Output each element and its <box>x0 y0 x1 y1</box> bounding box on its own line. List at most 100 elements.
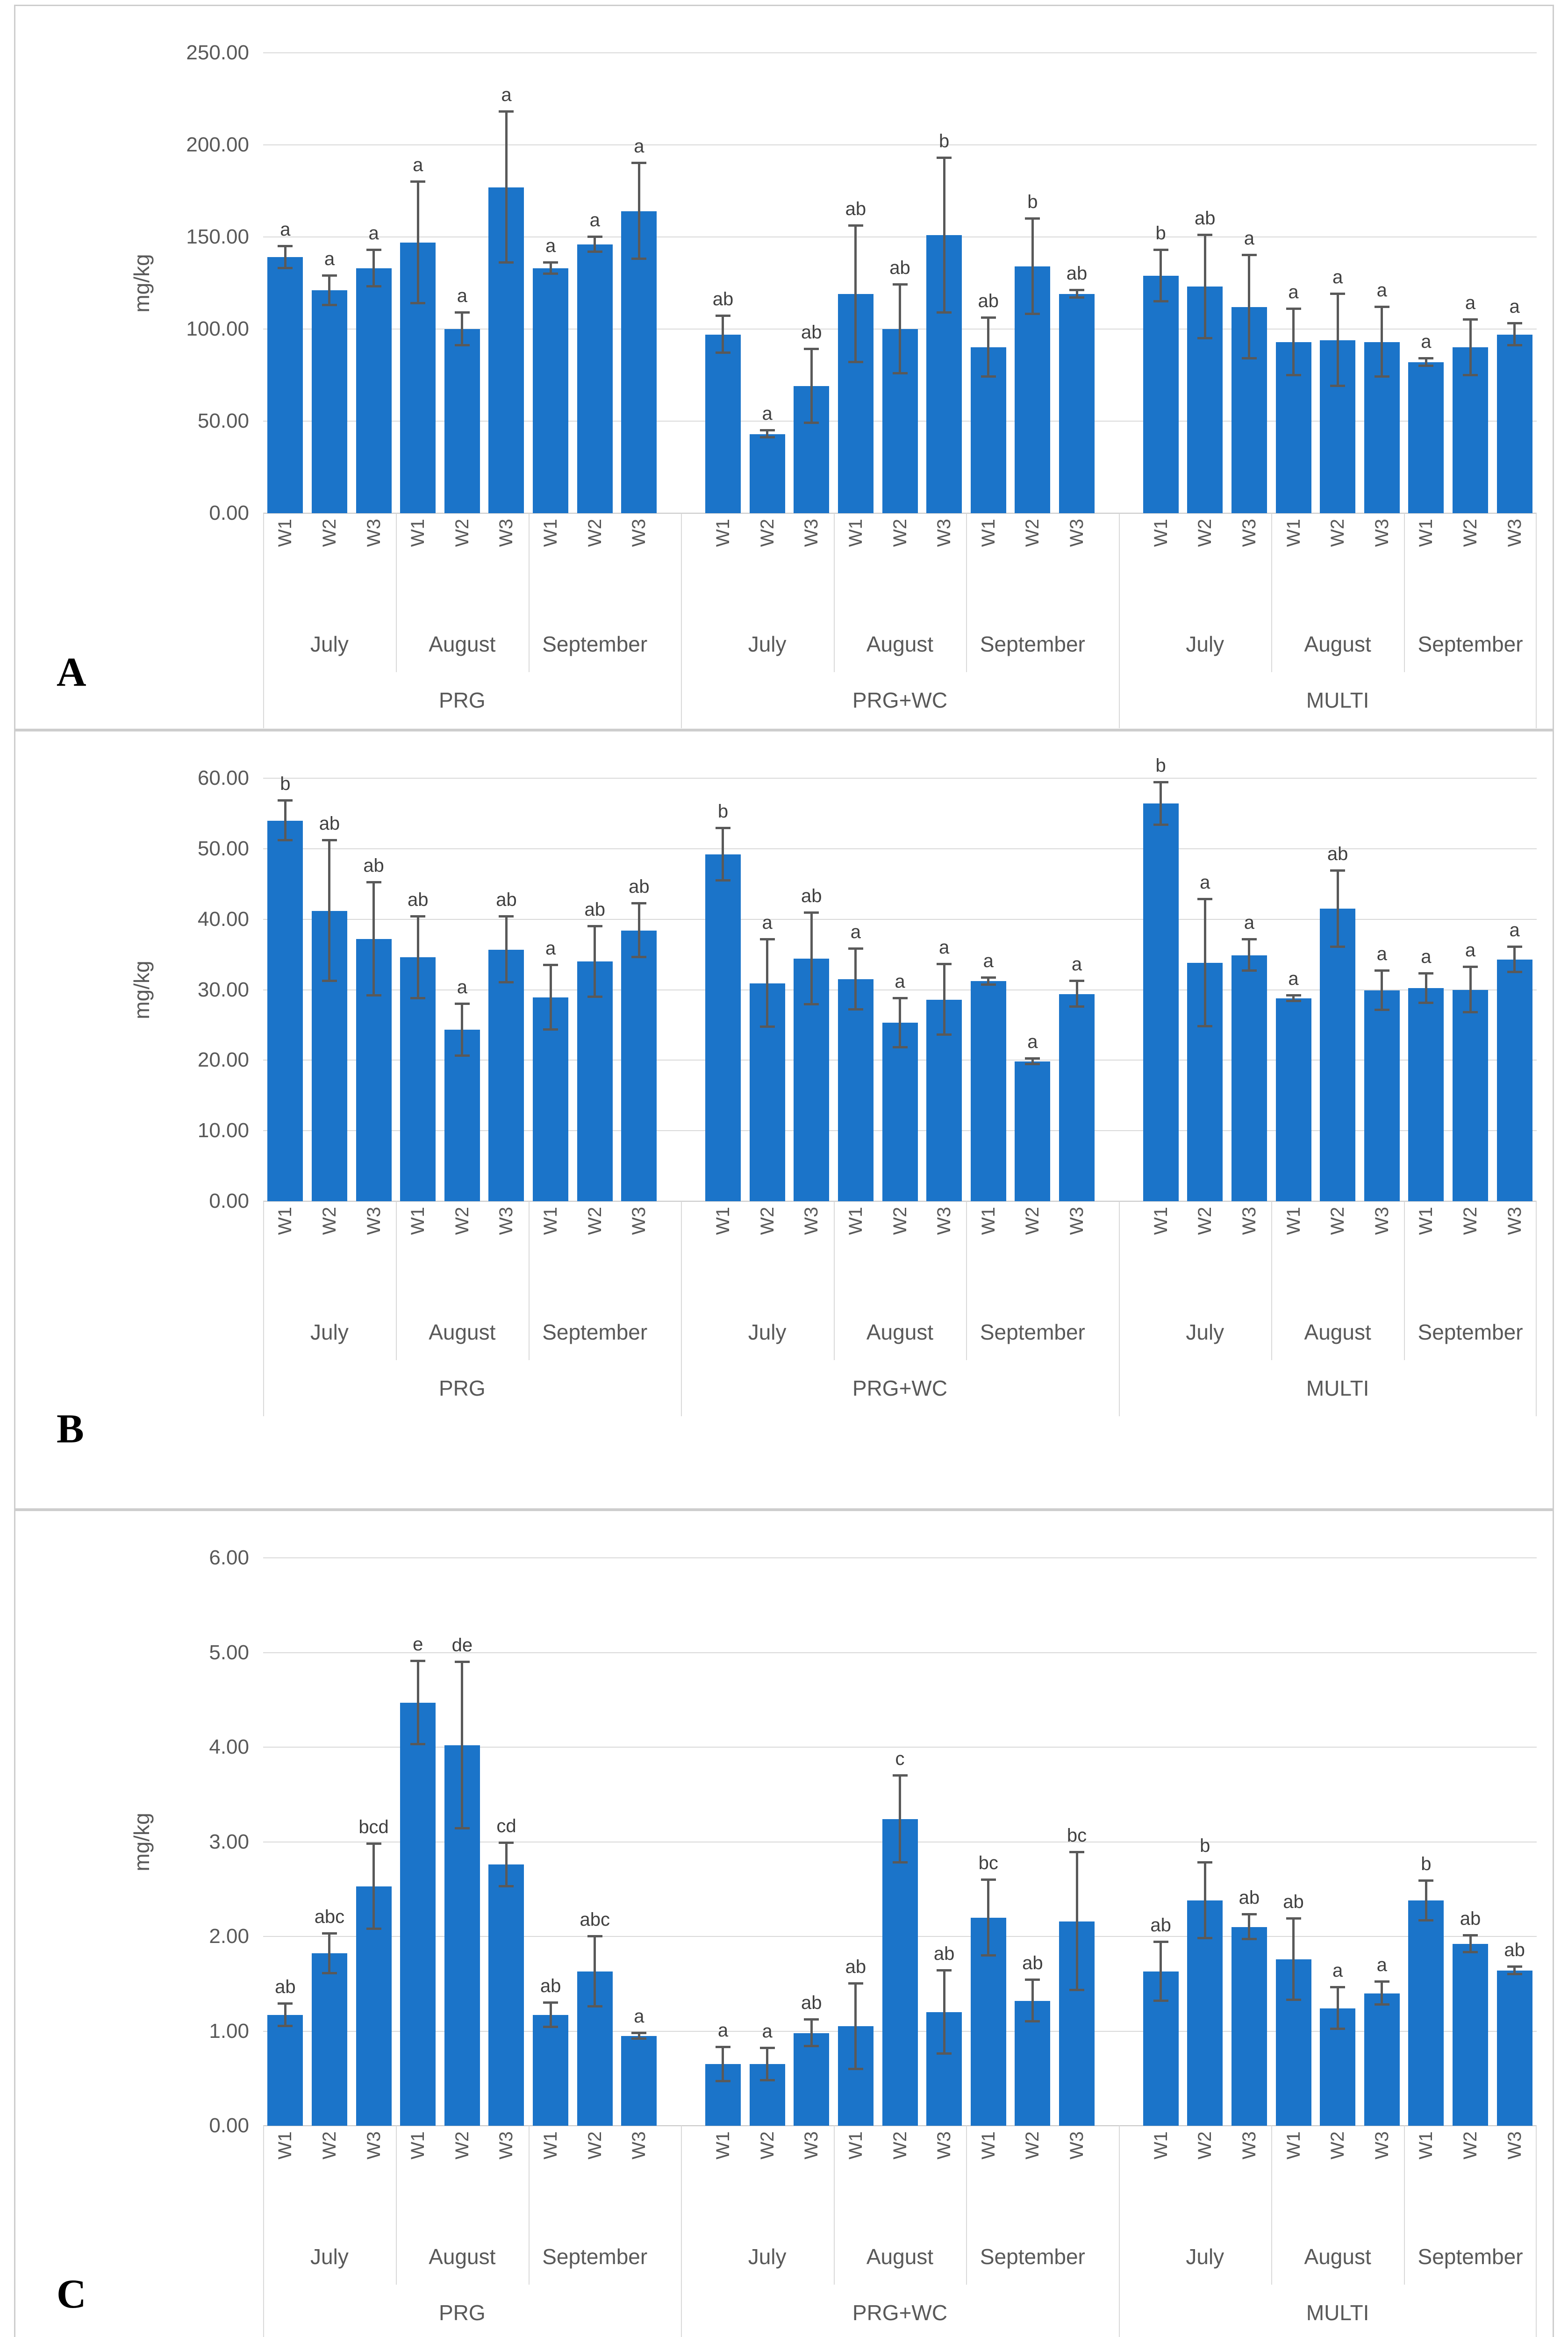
significance-letter: abc <box>580 1909 610 1930</box>
significance-letter: a <box>1421 331 1432 352</box>
error-bar-top-cap <box>543 261 558 264</box>
error-bar-top-cap <box>1286 1917 1301 1920</box>
gridline <box>263 918 1537 920</box>
bar <box>1453 989 1489 1201</box>
group-divider-line <box>263 1201 264 1416</box>
error-bar <box>810 349 813 423</box>
group-label: PRG+WC <box>852 688 948 712</box>
significance-letter: c <box>895 1748 905 1769</box>
error-bar-bottom-cap <box>631 2037 647 2040</box>
error-bar <box>416 181 419 303</box>
significance-letter: a <box>1244 912 1255 933</box>
month-label: September <box>1418 1320 1523 1344</box>
error-bar-top-cap <box>1286 307 1301 310</box>
error-bar-top-cap <box>631 2031 647 2034</box>
error-bar-top-cap <box>1069 289 1085 292</box>
error-bar <box>1160 782 1162 825</box>
error-bar <box>1160 250 1162 301</box>
gridline <box>263 144 1537 145</box>
error-bar-bottom-cap <box>366 994 381 996</box>
week-label: W3 <box>1067 519 1088 547</box>
week-label: W1 <box>1150 1207 1171 1235</box>
week-label: W1 <box>1416 1207 1437 1235</box>
error-bar-bottom-cap <box>1463 1951 1478 1954</box>
error-bar-bottom-cap <box>848 2067 863 2070</box>
error-bar <box>722 2047 724 2081</box>
month-label: September <box>980 632 1085 656</box>
month-divider-line <box>966 513 967 672</box>
month-label: September <box>980 1320 1085 1344</box>
bar <box>356 268 392 513</box>
significance-letter: ab <box>933 1943 955 1964</box>
bar <box>1059 994 1095 1201</box>
error-bar-top-cap <box>1153 248 1168 251</box>
error-bar-top-cap <box>454 1002 470 1005</box>
error-bar <box>987 1879 990 1956</box>
error-bar <box>594 926 596 997</box>
month-label: September <box>980 2244 1085 2269</box>
bar <box>1496 959 1532 1201</box>
error-bar <box>1160 1942 1162 2001</box>
y-tick-label: 100.00 <box>186 317 249 340</box>
week-label: W3 <box>1067 2131 1088 2159</box>
error-bar-top-cap <box>1025 1979 1040 1981</box>
significance-letter: a <box>1376 943 1387 964</box>
significance-letter: a <box>762 912 773 933</box>
week-label: W1 <box>540 2131 561 2159</box>
week-label: W1 <box>1283 1207 1304 1235</box>
error-bar <box>328 840 331 982</box>
bar <box>1143 803 1179 1201</box>
y-tick-label: 5.00 <box>209 1641 249 1664</box>
error-bar-top-cap <box>892 1774 908 1777</box>
significance-letter: b <box>1421 1853 1432 1874</box>
error-bar-top-cap <box>1418 1879 1434 1882</box>
week-label: W3 <box>496 1207 517 1235</box>
error-bar-top-cap <box>1153 1941 1168 1943</box>
error-bar-top-cap <box>1418 357 1434 360</box>
error-bar <box>987 318 990 377</box>
significance-letter: b <box>1200 1835 1210 1857</box>
week-label: W2 <box>1327 1207 1348 1235</box>
week-label: W2 <box>1195 519 1216 547</box>
error-bar <box>372 882 375 996</box>
error-bar-bottom-cap <box>322 303 337 306</box>
error-bar-bottom-cap <box>1241 357 1257 360</box>
error-bar-bottom-cap <box>1330 945 1346 948</box>
error-bar <box>505 916 508 983</box>
group-label: MULTI <box>1306 1376 1369 1400</box>
error-bar <box>1469 1936 1472 1953</box>
bar <box>1059 294 1095 513</box>
error-bar-bottom-cap <box>454 344 470 347</box>
month-divider-line <box>1271 1201 1273 1360</box>
error-bar-top-cap <box>937 156 952 159</box>
error-bar <box>328 275 331 305</box>
error-bar-bottom-cap <box>715 2079 730 2082</box>
error-bar-top-cap <box>587 925 602 927</box>
error-bar <box>549 965 552 1030</box>
significance-letter: a <box>1465 940 1476 961</box>
error-bar-top-cap <box>1241 938 1257 941</box>
error-bar <box>1336 294 1339 387</box>
error-bar-top-cap <box>1463 318 1478 321</box>
month-label: July <box>310 2244 349 2269</box>
error-bar-top-cap <box>322 1932 337 1935</box>
significance-letter: b <box>1155 222 1166 244</box>
significance-letter: a <box>1421 946 1432 967</box>
week-label: W1 <box>712 1207 733 1235</box>
week-label: W3 <box>496 519 517 547</box>
error-bar-bottom-cap <box>1286 373 1301 376</box>
week-label: W1 <box>275 1207 296 1235</box>
error-bar-top-cap <box>1463 966 1478 968</box>
bar <box>1275 998 1311 1201</box>
week-label: W3 <box>1504 519 1525 547</box>
significance-letter: a <box>413 154 423 175</box>
error-bar <box>416 1661 419 1744</box>
error-bar-top-cap <box>1374 1980 1389 1983</box>
month-label: July <box>1186 632 1224 656</box>
bar <box>1408 362 1444 513</box>
error-bar <box>1425 973 1427 1004</box>
significance-letter: a <box>1288 968 1299 989</box>
error-bar-bottom-cap <box>278 266 293 269</box>
error-bar-bottom-cap <box>1197 1025 1213 1027</box>
bar <box>1015 1061 1051 1201</box>
